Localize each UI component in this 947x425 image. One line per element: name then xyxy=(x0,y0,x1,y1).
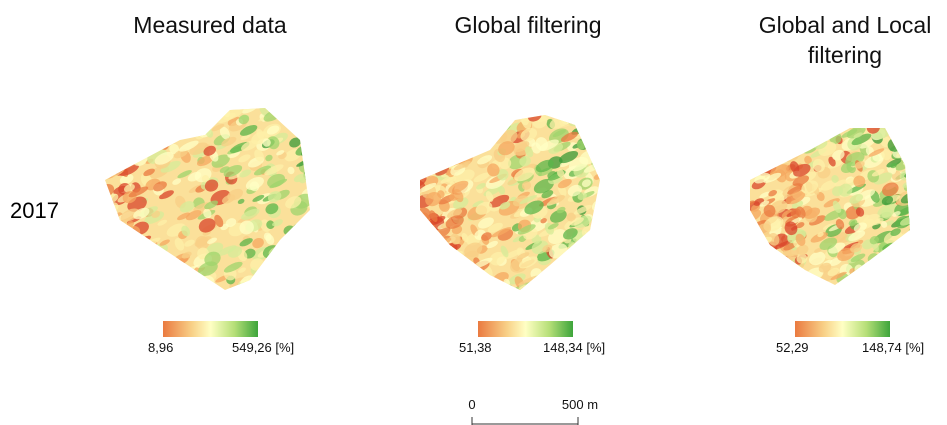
legend-ramp xyxy=(163,321,258,337)
legend-max: 148,74 [%] xyxy=(862,340,924,355)
panel-title: Measured data xyxy=(133,12,287,38)
field-map xyxy=(91,95,325,303)
legend-min: 51,38 xyxy=(459,340,492,355)
legend-min: 52,29 xyxy=(776,340,809,355)
panel-title: Global filtering xyxy=(454,12,601,38)
maps xyxy=(91,95,926,303)
field-map xyxy=(404,105,612,302)
scale-start: 0 xyxy=(468,397,475,412)
legend-ramp xyxy=(795,321,890,337)
panel-title: Global and Local xyxy=(759,12,932,38)
figure: Measured data Global filtering Global an… xyxy=(0,0,947,425)
field-map xyxy=(736,117,926,294)
scale-end: 500 m xyxy=(562,397,598,412)
legend-max: 549,26 [%] xyxy=(232,340,294,355)
legend-min: 8,96 xyxy=(148,340,173,355)
legend-ramp xyxy=(478,321,573,337)
row-label: 2017 xyxy=(10,198,59,223)
panel-title: filtering xyxy=(808,42,882,68)
legend-max: 148,34 [%] xyxy=(543,340,605,355)
scale-bar xyxy=(472,417,578,425)
